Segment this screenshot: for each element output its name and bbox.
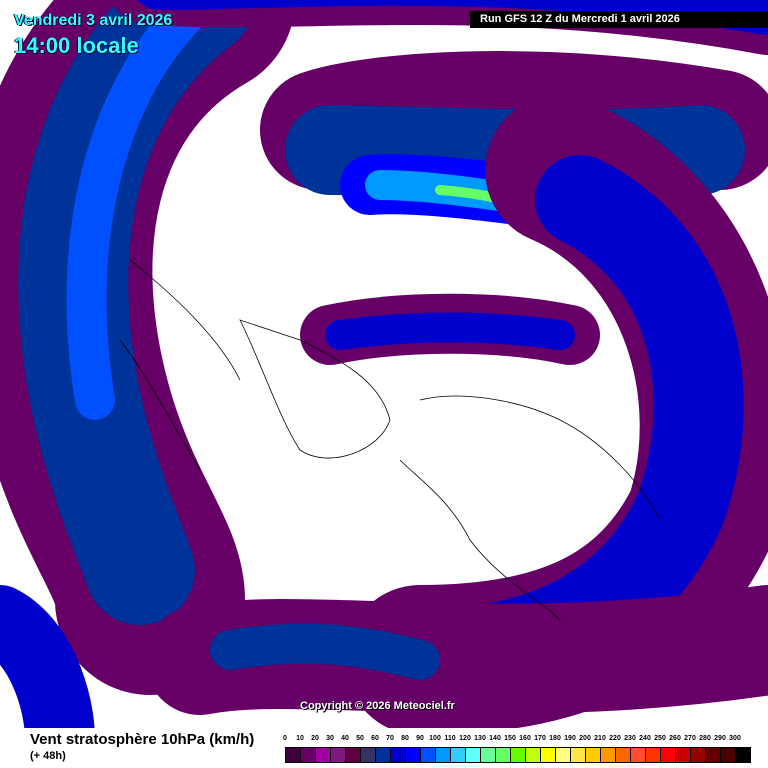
legend-swatch xyxy=(541,748,556,762)
legend-swatch xyxy=(436,748,451,762)
legend-swatch xyxy=(391,748,406,762)
legend-swatch xyxy=(361,748,376,762)
legend-label: 50 xyxy=(356,735,364,742)
legend-label: 140 xyxy=(489,735,501,742)
legend-label: 0 xyxy=(283,735,287,742)
legend-label: 90 xyxy=(416,735,424,742)
legend-label: 160 xyxy=(519,735,531,742)
map-title: Vent stratosphère 10hPa (km/h) xyxy=(30,731,255,748)
wind-speed-field xyxy=(0,0,768,728)
legend-label: 40 xyxy=(341,735,349,742)
legend-label: 270 xyxy=(684,735,696,742)
legend-label: 120 xyxy=(459,735,471,742)
legend-swatch xyxy=(421,748,436,762)
wind-map xyxy=(0,0,768,728)
legend-swatch xyxy=(706,748,721,762)
forecast-date: Vendredi 3 avril 2026 xyxy=(14,12,173,29)
legend-label: 130 xyxy=(474,735,486,742)
legend-labels: 0 10 20 30 40 50 60 70 80 90 100 110 120 130 140 150 160… xyxy=(283,735,763,745)
lead-time: (+ 48h) xyxy=(30,750,66,762)
legend-swatch xyxy=(601,748,616,762)
legend-label: 240 xyxy=(639,735,651,742)
legend-swatch xyxy=(451,748,466,762)
legend-swatch xyxy=(301,748,316,762)
legend-label: 20 xyxy=(311,735,319,742)
legend-swatch xyxy=(331,748,346,762)
legend-swatch xyxy=(286,748,301,762)
color-legend xyxy=(285,747,751,763)
legend-label: 210 xyxy=(594,735,606,742)
copyright: Copyright © 2026 Meteociel.fr xyxy=(300,700,455,712)
legend-swatch xyxy=(736,748,750,762)
legend-label: 290 xyxy=(714,735,726,742)
forecast-time: 14:00 locale xyxy=(14,33,139,58)
legend-label: 220 xyxy=(609,735,621,742)
legend-label: 280 xyxy=(699,735,711,742)
legend-swatch xyxy=(571,748,586,762)
legend-label: 260 xyxy=(669,735,681,742)
legend-swatch xyxy=(661,748,676,762)
legend-label: 300 xyxy=(729,735,741,742)
legend-swatch xyxy=(631,748,646,762)
legend-swatch xyxy=(526,748,541,762)
legend-label: 110 xyxy=(444,735,456,742)
coastlines xyxy=(119,259,661,621)
legend-label: 70 xyxy=(386,735,394,742)
legend-swatch xyxy=(676,748,691,762)
legend-label: 200 xyxy=(579,735,591,742)
legend-swatch xyxy=(586,748,601,762)
legend-label: 180 xyxy=(549,735,561,742)
legend-swatch xyxy=(691,748,706,762)
legend-label: 250 xyxy=(654,735,666,742)
legend-swatch xyxy=(346,748,361,762)
legend-swatch xyxy=(406,748,421,762)
footer: Vent stratosphère 10hPa (km/h) (+ 48h) 0… xyxy=(0,728,768,768)
legend-label: 10 xyxy=(296,735,304,742)
legend-swatch xyxy=(466,748,481,762)
legend-label: 170 xyxy=(534,735,546,742)
legend-swatch xyxy=(316,748,331,762)
legend-label: 150 xyxy=(504,735,516,742)
legend-label: 190 xyxy=(564,735,576,742)
legend-swatch xyxy=(616,748,631,762)
legend-swatch xyxy=(511,748,526,762)
legend-swatch xyxy=(646,748,661,762)
legend-label: 60 xyxy=(371,735,379,742)
legend-swatch xyxy=(376,748,391,762)
legend-swatch xyxy=(496,748,511,762)
legend-label: 100 xyxy=(429,735,441,742)
model-run-label: Run GFS 12 Z du Mercredi 1 avril 2026 xyxy=(470,11,768,28)
legend-label: 230 xyxy=(624,735,636,742)
legend-label: 30 xyxy=(326,735,334,742)
legend-swatch xyxy=(721,748,736,762)
legend-swatch xyxy=(481,748,496,762)
legend-swatch xyxy=(556,748,571,762)
legend-label: 80 xyxy=(401,735,409,742)
